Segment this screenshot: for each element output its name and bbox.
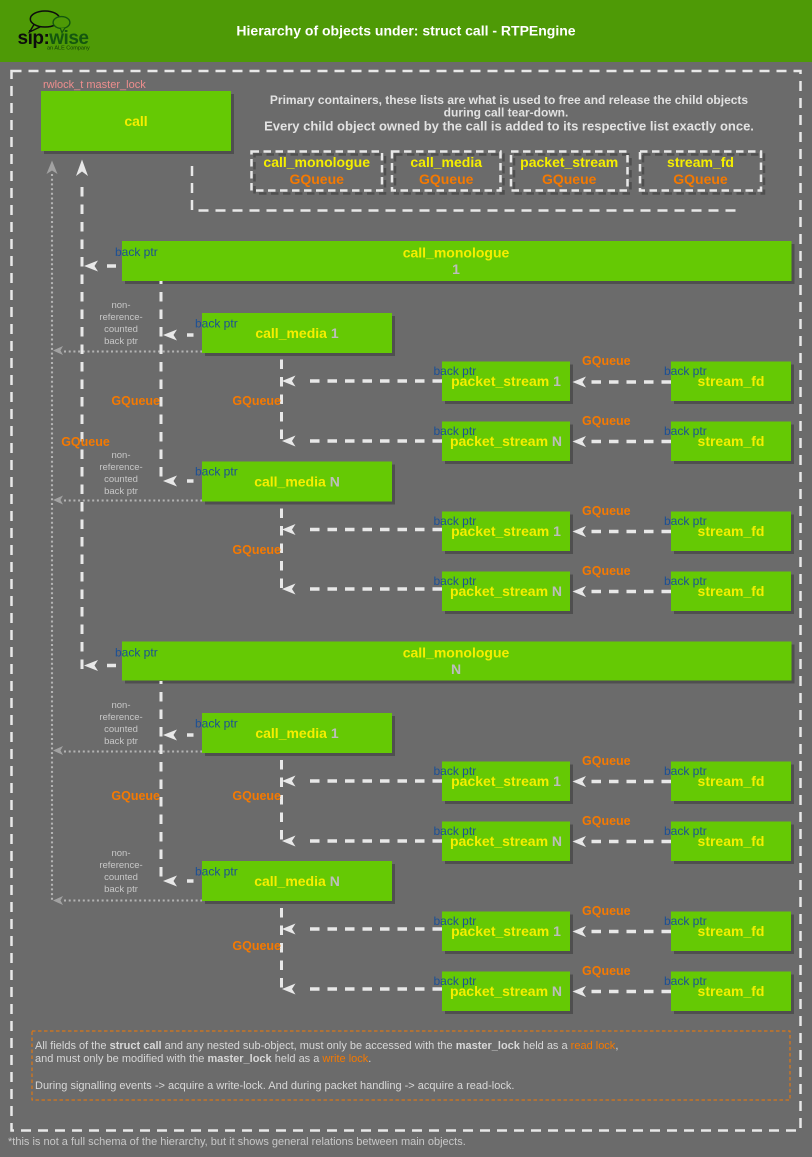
svg-text:During signalling events -> ac: During signalling events -> acquire a wr…	[35, 1080, 514, 1092]
svg-text:reference-: reference-	[99, 312, 142, 323]
svg-text:packet_stream N: packet_stream N	[450, 983, 562, 999]
svg-text:back ptr: back ptr	[664, 764, 707, 778]
svg-text:back ptr: back ptr	[434, 974, 477, 988]
svg-text:GQueue: GQueue	[582, 564, 631, 578]
svg-text:GQueue: GQueue	[673, 171, 728, 187]
svg-text:stream_fd: stream_fd	[698, 833, 765, 849]
svg-text:stream_fd: stream_fd	[698, 923, 765, 939]
svg-text:GQueue: GQueue	[582, 504, 631, 518]
svg-text:call_media: call_media	[410, 154, 482, 170]
svg-text:GQueue: GQueue	[419, 171, 474, 187]
svg-text:non-: non-	[111, 450, 130, 461]
svg-text:back ptr: back ptr	[434, 764, 477, 778]
svg-text:GQueue: GQueue	[582, 354, 631, 368]
svg-text:an ALE Company: an ALE Company	[47, 46, 90, 52]
svg-text:stream_fd: stream_fd	[698, 983, 765, 999]
svg-text:packet_stream 1: packet_stream 1	[451, 373, 561, 389]
svg-text:GQueue: GQueue	[232, 543, 281, 557]
svg-text:back ptr: back ptr	[434, 364, 477, 378]
svg-text:back ptr: back ptr	[664, 364, 707, 378]
svg-text:back ptr: back ptr	[434, 824, 477, 838]
svg-text:back ptr: back ptr	[664, 974, 707, 988]
svg-text:sip:wise: sip:wise	[18, 28, 89, 49]
svg-text:back ptr: back ptr	[104, 884, 138, 895]
svg-text:back ptr: back ptr	[104, 336, 138, 347]
svg-text:back ptr: back ptr	[664, 914, 707, 928]
svg-text:and must only be modified with: and must only be modified with the maste…	[35, 1053, 371, 1065]
svg-text:Every child object owned by th: Every child object owned by the call is …	[264, 119, 754, 134]
svg-text:GQueue: GQueue	[61, 435, 110, 449]
svg-text:stream_fd: stream_fd	[698, 523, 765, 539]
svg-text:reference-: reference-	[99, 462, 142, 473]
svg-text:GQueue: GQueue	[582, 754, 631, 768]
svg-text:back ptr: back ptr	[664, 514, 707, 528]
svg-text:packet_stream 1: packet_stream 1	[451, 523, 561, 539]
svg-text:call_monologue: call_monologue	[263, 154, 370, 170]
svg-text:stream_fd: stream_fd	[667, 154, 734, 170]
svg-text:counted: counted	[104, 872, 138, 883]
svg-text:GQueue: GQueue	[232, 789, 281, 803]
svg-text:Hierarchy of objects under: st: Hierarchy of objects under: struct call …	[236, 23, 575, 39]
svg-text:call: call	[124, 113, 147, 129]
svg-text:stream_fd: stream_fd	[698, 773, 765, 789]
svg-text:back ptr: back ptr	[434, 574, 477, 588]
svg-text:stream_fd: stream_fd	[698, 583, 765, 599]
svg-text:non-: non-	[111, 700, 130, 711]
svg-text:GQueue: GQueue	[289, 171, 344, 187]
svg-text:back ptr: back ptr	[195, 465, 238, 479]
svg-text:call_monologue: call_monologue	[403, 245, 510, 261]
svg-text:GQueue: GQueue	[582, 814, 631, 828]
svg-text:packet_stream: packet_stream	[520, 154, 618, 170]
svg-text:GQueue: GQueue	[582, 904, 631, 918]
svg-text:back ptr: back ptr	[195, 865, 238, 879]
svg-text:packet_stream N: packet_stream N	[450, 433, 562, 449]
svg-text:GQueue: GQueue	[542, 171, 597, 187]
svg-text:non-: non-	[111, 300, 130, 311]
svg-text:packet_stream 1: packet_stream 1	[451, 773, 561, 789]
svg-text:call_media N: call_media N	[254, 873, 340, 889]
svg-text:GQueue: GQueue	[232, 939, 281, 953]
svg-text:1: 1	[452, 261, 460, 277]
svg-text:stream_fd: stream_fd	[698, 373, 765, 389]
svg-text:counted: counted	[104, 474, 138, 485]
svg-text:back ptr: back ptr	[434, 514, 477, 528]
svg-text:reference-: reference-	[99, 712, 142, 723]
svg-text:stream_fd: stream_fd	[698, 433, 765, 449]
svg-text:rwlock_t master_lock: rwlock_t master_lock	[43, 79, 146, 91]
svg-text:N: N	[451, 661, 461, 677]
svg-text:call_media 1: call_media 1	[255, 725, 339, 741]
svg-text:packet_stream 1: packet_stream 1	[451, 923, 561, 939]
svg-text:counted: counted	[104, 724, 138, 735]
svg-text:back ptr: back ptr	[664, 424, 707, 438]
svg-text:back ptr: back ptr	[115, 245, 158, 259]
svg-text:during call tear-down.: during call tear-down.	[444, 106, 569, 120]
svg-text:back ptr: back ptr	[115, 646, 158, 660]
svg-text:Primary containers, these list: Primary containers, these lists are what…	[270, 93, 749, 107]
svg-text:All fields of the struct call: All fields of the struct call and any ne…	[35, 1040, 618, 1052]
svg-text:call_monologue: call_monologue	[403, 645, 510, 661]
svg-text:packet_stream N: packet_stream N	[450, 833, 562, 849]
svg-text:back ptr: back ptr	[664, 574, 707, 588]
svg-text:GQueue: GQueue	[582, 964, 631, 978]
svg-text:back ptr: back ptr	[195, 717, 238, 731]
svg-text:back ptr: back ptr	[104, 486, 138, 497]
svg-text:counted: counted	[104, 324, 138, 335]
svg-text:reference-: reference-	[99, 860, 142, 871]
svg-text:*this is not a full schema of: *this is not a full schema of the hierar…	[8, 1136, 466, 1148]
svg-text:back ptr: back ptr	[434, 424, 477, 438]
svg-text:GQueue: GQueue	[111, 789, 160, 803]
svg-text:call_media 1: call_media 1	[255, 325, 339, 341]
svg-text:call_media N: call_media N	[254, 474, 340, 490]
svg-text:back ptr: back ptr	[434, 914, 477, 928]
svg-text:GQueue: GQueue	[111, 394, 160, 408]
svg-text:back ptr: back ptr	[664, 824, 707, 838]
svg-text:GQueue: GQueue	[232, 394, 281, 408]
svg-text:GQueue: GQueue	[582, 414, 631, 428]
svg-text:back ptr: back ptr	[195, 317, 238, 331]
svg-text:packet_stream N: packet_stream N	[450, 583, 562, 599]
svg-text:back ptr: back ptr	[104, 736, 138, 747]
svg-text:non-: non-	[111, 848, 130, 859]
